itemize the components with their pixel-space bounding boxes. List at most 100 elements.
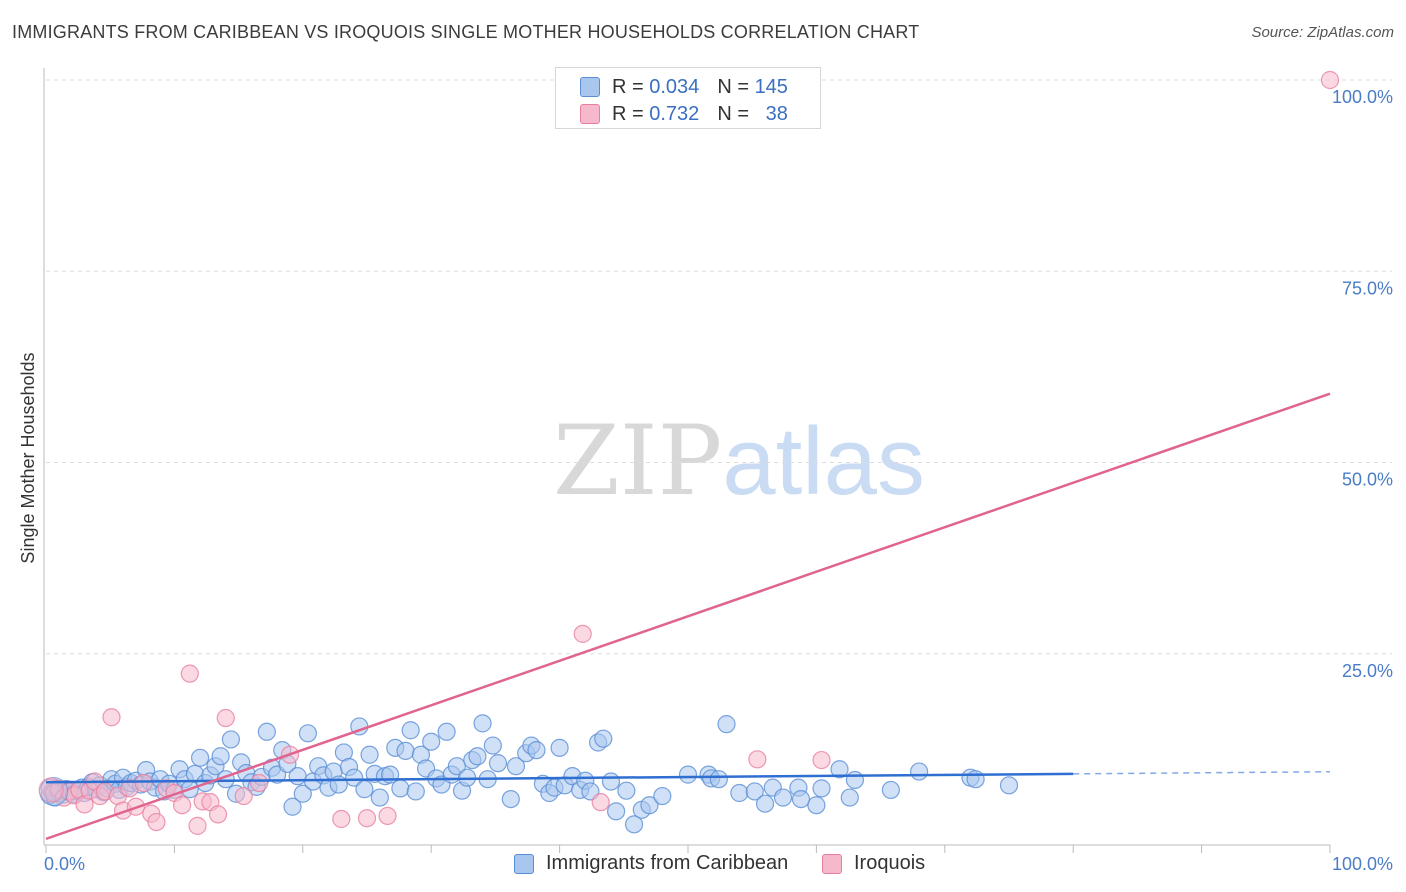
legend-n-value: 145 — [754, 75, 788, 98]
grid-lines — [46, 79, 1392, 655]
point-iroquois — [180, 664, 199, 683]
point-caribbean — [910, 762, 929, 781]
tick-labels: 25.0% 50.0% 75.0% 100.0% 0.0% 100.0% — [44, 87, 1393, 874]
point-iroquois — [234, 786, 253, 806]
point-iroquois — [250, 773, 269, 793]
point-caribbean — [406, 782, 425, 801]
point-caribbean — [501, 789, 520, 809]
point-caribbean — [355, 780, 374, 799]
point-caribbean — [447, 757, 466, 776]
watermark-atlas: atlas — [722, 408, 925, 515]
point-caribbean — [257, 722, 276, 741]
bottom-legend-swatch-pink — [822, 853, 842, 874]
point-caribbean — [483, 736, 502, 755]
point-caribbean — [594, 729, 613, 748]
point-caribbean — [396, 741, 415, 761]
watermark-zip: ZIP — [553, 405, 723, 517]
point-iroquois — [378, 806, 397, 826]
point-caribbean — [999, 776, 1019, 795]
point-iroquois — [102, 708, 121, 727]
point-caribbean — [755, 794, 775, 813]
watermark: ZIPatlas — [553, 405, 925, 517]
point-iroquois — [147, 812, 166, 832]
point-caribbean — [211, 747, 230, 766]
point-iroquois — [748, 750, 767, 769]
trend-line-caribbean-extension — [1073, 771, 1331, 775]
legend-r-label: R = — [612, 75, 644, 98]
point-caribbean — [640, 796, 659, 815]
point-iroquois — [357, 809, 377, 828]
y-tick-label: 75.0% — [1342, 278, 1393, 298]
trend-line-iroquois — [45, 392, 1331, 841]
y-tick-label: 100.0% — [1332, 87, 1393, 107]
legend-r-value: 0.732 — [649, 102, 700, 125]
point-iroquois-cluster — [38, 777, 64, 803]
point-caribbean — [807, 796, 826, 815]
stats-legend: R = 0.034 N = 145 R = 0.732 N = 38 — [555, 67, 821, 129]
bottom-legend-label: Iroquois — [854, 852, 926, 874]
legend-n-value: 38 — [765, 102, 788, 125]
point-caribbean — [791, 789, 811, 809]
y-axis-label: Single Mother Households — [18, 352, 38, 563]
legend-r-label: R = — [612, 102, 644, 125]
point-iroquois — [208, 805, 228, 824]
point-caribbean — [527, 741, 546, 760]
point-caribbean — [840, 788, 859, 807]
point-caribbean — [506, 757, 526, 776]
trend-line-caribbean — [45, 772, 1074, 784]
point-caribbean — [606, 802, 626, 821]
legend-n-label: N = — [717, 102, 749, 125]
point-caribbean — [360, 745, 379, 764]
point-caribbean — [709, 770, 728, 789]
point-iroquois — [332, 809, 351, 829]
bottom-legend-label: Immigrants from Caribbean — [546, 852, 789, 874]
y-tick-label: 50.0% — [1342, 470, 1393, 490]
point-caribbean — [190, 748, 210, 767]
legend-swatch-blue — [580, 77, 600, 97]
point-caribbean — [653, 786, 672, 806]
legend-n-label: N = — [717, 75, 749, 98]
point-iroquois — [591, 793, 610, 812]
point-caribbean — [422, 732, 441, 751]
axes — [43, 68, 1331, 853]
bottom-legend-caribbean: Immigrants from Caribbean — [514, 852, 788, 875]
point-caribbean — [550, 738, 569, 757]
point-iroquois — [216, 708, 235, 728]
point-caribbean — [617, 781, 636, 800]
point-caribbean — [473, 714, 492, 733]
point-caribbean — [624, 815, 644, 834]
point-caribbean — [345, 768, 364, 787]
point-caribbean — [745, 782, 764, 801]
point-caribbean — [370, 788, 389, 807]
data-points — [38, 70, 1340, 835]
chart-title: IMMIGRANTS FROM CARIBBEAN VS IROQUOIS SI… — [12, 22, 920, 42]
point-caribbean — [966, 770, 985, 789]
bottom-legend-iroquois: Iroquois — [822, 852, 925, 875]
point-iroquois — [1320, 70, 1340, 90]
trend-lines — [45, 392, 1331, 841]
point-iroquois — [812, 750, 831, 770]
point-caribbean — [293, 784, 312, 803]
point-caribbean — [845, 770, 865, 790]
legend-swatch-pink — [580, 104, 600, 124]
point-caribbean — [437, 722, 456, 741]
legend-row-iroquois: R = 0.732 N = 38 — [580, 101, 788, 127]
point-caribbean — [298, 724, 318, 743]
point-iroquois — [173, 796, 192, 815]
point-caribbean — [812, 779, 831, 798]
source-label: Source: ZipAtlas.com — [1251, 24, 1394, 41]
point-caribbean — [221, 730, 240, 749]
x-tick-label: 0.0% — [44, 854, 85, 874]
legend-row-caribbean: R = 0.034 N = 145 — [580, 74, 788, 100]
point-caribbean — [468, 747, 487, 766]
point-caribbean — [678, 765, 698, 784]
bottom-legend-swatch-blue — [514, 853, 534, 874]
point-iroquois — [134, 773, 153, 793]
point-caribbean — [283, 797, 302, 816]
point-caribbean — [601, 772, 621, 791]
point-caribbean — [830, 760, 849, 779]
point-caribbean — [730, 783, 749, 803]
point-caribbean — [717, 715, 736, 734]
point-caribbean — [391, 779, 410, 798]
